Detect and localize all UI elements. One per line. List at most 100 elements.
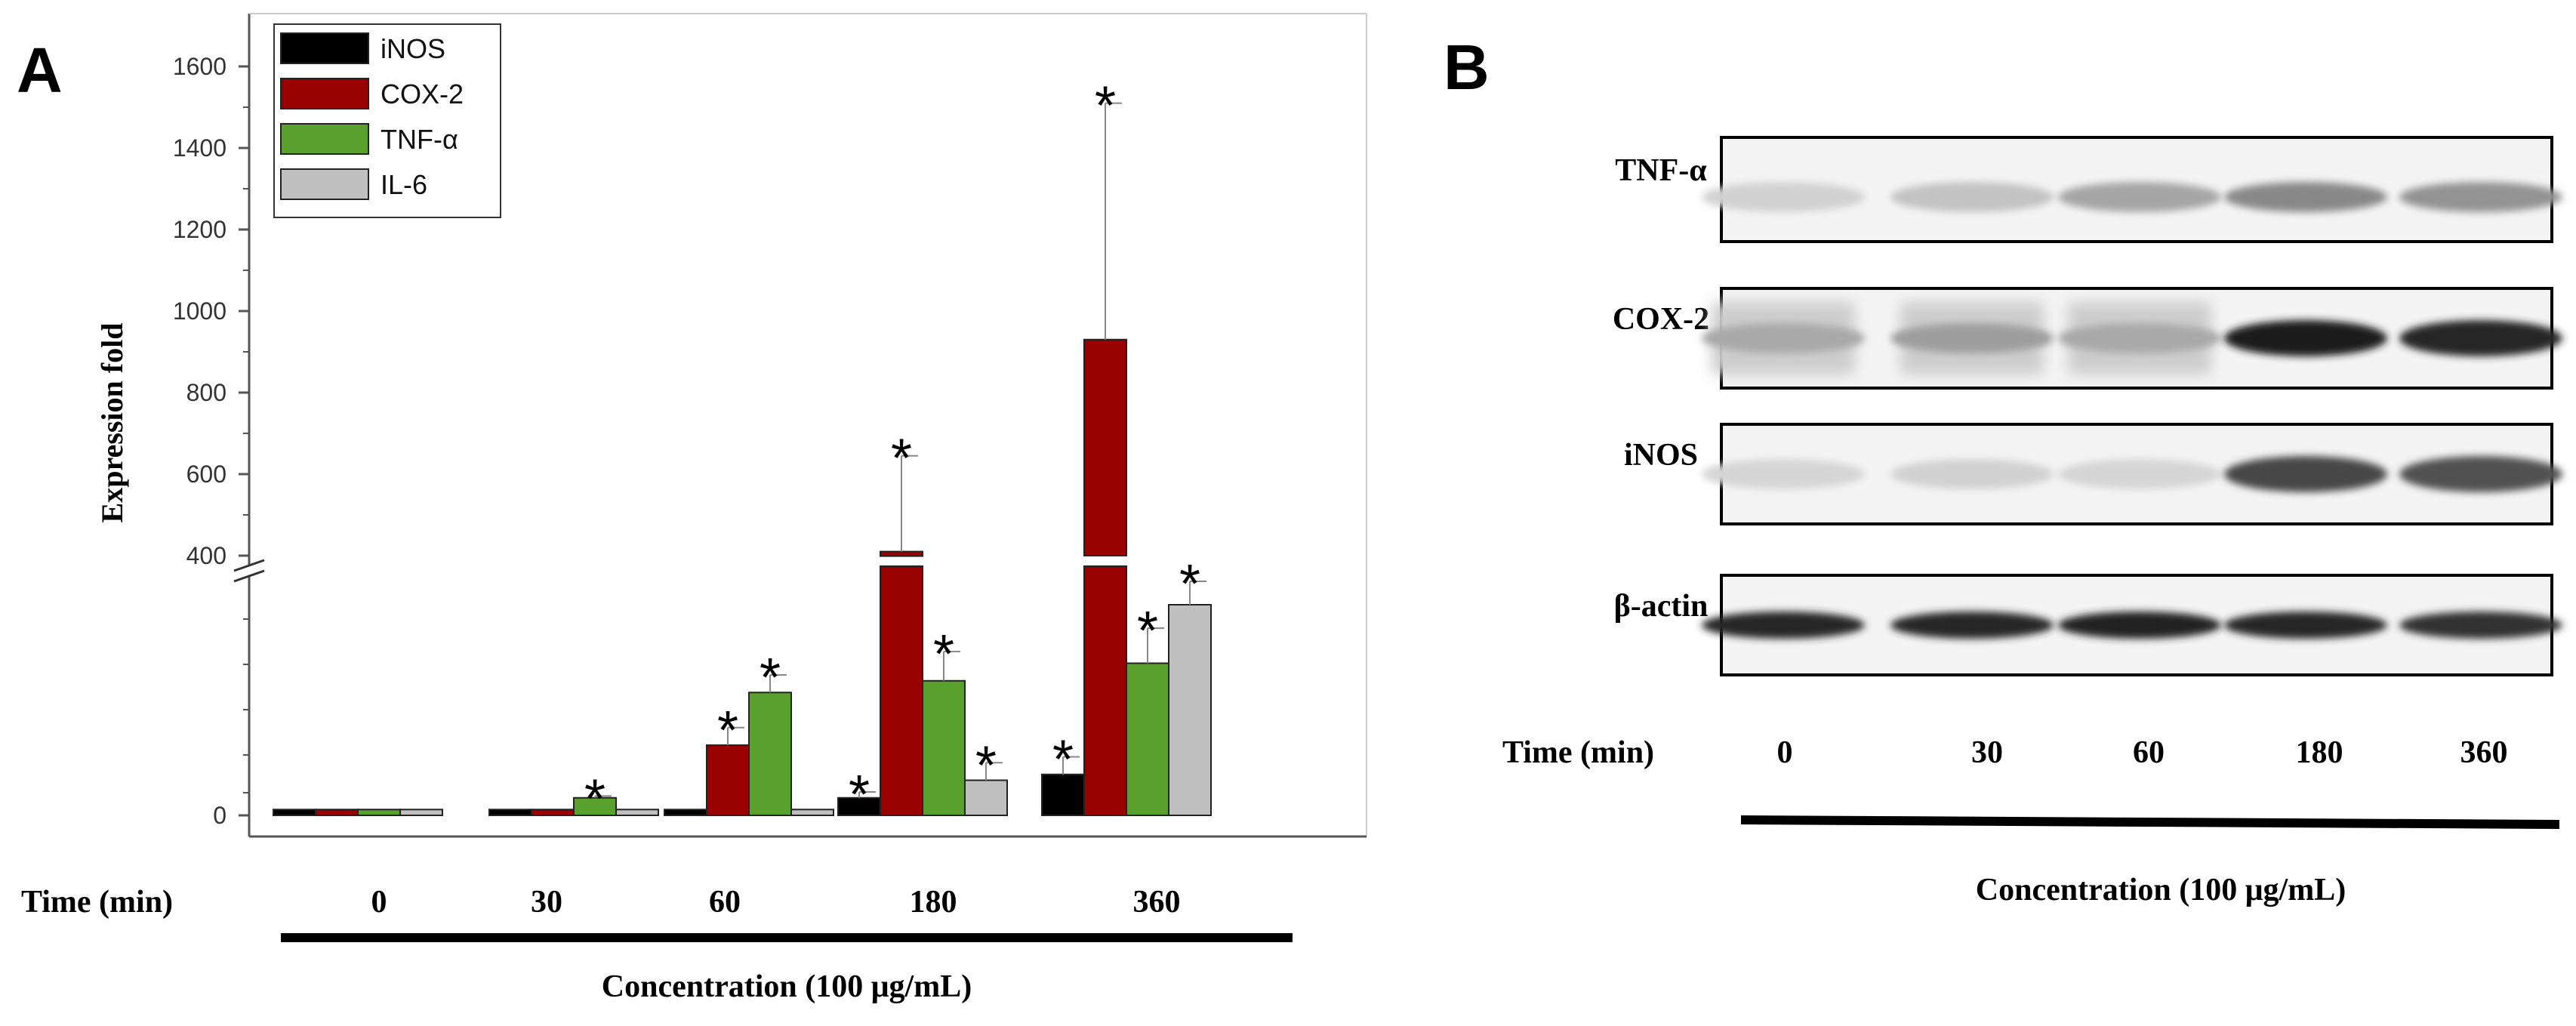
y-tick-label: 600: [186, 461, 226, 488]
bar-group: [790, 809, 834, 816]
blot-row: iNOS: [1624, 423, 2562, 525]
bar-group: *: [748, 648, 792, 816]
significance-star: *: [717, 701, 738, 761]
bar-group: [664, 809, 707, 816]
panel-b: B TNF-α COX-2 iNOS β-actin Time (min) 0 30 60…: [1444, 32, 2562, 907]
blot-band: [2399, 456, 2562, 492]
blot-band: [2399, 182, 2562, 212]
concentration-label-b: Concentration (100 μg/mL): [1976, 873, 2346, 907]
bar: [922, 679, 966, 816]
time-row-label-b: Time (min): [1502, 735, 1654, 770]
bar: [664, 809, 707, 816]
y-tick-label: 400: [186, 542, 226, 569]
bar-group: *: [1083, 76, 1127, 816]
significance-star: *: [849, 765, 870, 825]
bars: * * * * * * * * * * *: [273, 76, 1212, 829]
blot-band: [1702, 182, 1865, 212]
bar-group: *: [1168, 554, 1212, 816]
y-tick-label: 1600: [173, 53, 226, 80]
x-category-label: 180: [910, 885, 957, 920]
blot-lane-label: 30: [1971, 735, 2003, 770]
blot-band: [2058, 612, 2221, 639]
blot-band: [1890, 459, 2054, 489]
legend-label: iNOS: [381, 33, 445, 64]
legend-label: COX-2: [381, 79, 464, 109]
bar-group: [357, 809, 401, 816]
legend: iNOS COX-2 TNF-α IL-6: [273, 23, 501, 218]
significance-star: *: [1179, 554, 1200, 615]
significance-star: *: [1095, 76, 1116, 137]
blot-row-label: β-actin: [1614, 589, 1709, 624]
bar: [880, 550, 923, 557]
bar-group: *: [1126, 601, 1169, 816]
bar: [1083, 338, 1127, 556]
blot-band: [2058, 182, 2221, 212]
x-category-label: 60: [709, 885, 741, 920]
blot-row-label: iNOS: [1624, 438, 1698, 473]
blot-band: [2058, 323, 2221, 353]
bar-group: [488, 809, 532, 816]
blot-lane-label: 180: [2296, 735, 2343, 770]
legend-label: IL-6: [381, 169, 427, 200]
legend-swatch: [280, 123, 369, 155]
bar-group: *: [964, 735, 1008, 816]
bar-group: *: [1041, 730, 1085, 816]
bar-group: [399, 809, 443, 816]
blot-row: β-actin: [1614, 574, 2562, 676]
blot-lane-label: 360: [2460, 735, 2508, 770]
panel-a-label: A: [17, 35, 63, 106]
legend-swatch: [280, 168, 369, 200]
bar-group: [531, 809, 575, 816]
bar: [1083, 565, 1127, 816]
significance-star: *: [933, 624, 954, 685]
bar: [615, 809, 659, 816]
blot-band: [2224, 612, 2387, 639]
blot-row-label: TNF-α: [1615, 153, 1707, 188]
blot-band: [1890, 182, 2054, 212]
blot-band: [1702, 323, 1865, 353]
x-category-label: 360: [1133, 885, 1181, 920]
bar: [399, 809, 443, 816]
bar: [315, 809, 359, 816]
significance-star: *: [975, 735, 997, 796]
blot-band: [2058, 459, 2221, 489]
x-category-label: 30: [531, 885, 562, 920]
blot-band: [2399, 612, 2562, 639]
y-tick-label: 800: [186, 379, 226, 406]
bar: [1126, 662, 1169, 816]
axis-break: [233, 559, 265, 583]
bar-group: *: [880, 429, 923, 816]
blot-lane-labels: 0 30 60 180 360: [1777, 735, 2508, 770]
blot-band: [1890, 612, 2054, 639]
significance-star: *: [760, 648, 781, 708]
bar-group: *: [922, 624, 966, 816]
y-tick-label: 1000: [173, 297, 226, 325]
panel-a: A Expression fold 0400600800100012001400…: [17, 13, 1367, 1004]
blot-band: [1702, 612, 1865, 639]
y-tick-label: 0: [213, 802, 226, 829]
blot-band: [2224, 182, 2387, 212]
concentration-label-a: Concentration (100 μg/mL): [602, 969, 972, 1004]
blot-lane-label: 60: [2133, 735, 2165, 770]
bar-group: [615, 809, 659, 816]
blot-band: [2224, 456, 2387, 492]
bar-group: *: [706, 701, 750, 816]
legend-swatch: [280, 78, 369, 109]
western-blot: TNF-α COX-2 iNOS β-actin: [1613, 136, 2562, 676]
blot-row: COX-2: [1613, 287, 2562, 390]
legend-label: TNF-α: [381, 124, 458, 155]
bar: [273, 809, 316, 816]
bar-group: [315, 809, 359, 816]
bar-group: *: [573, 769, 617, 829]
bar-group: *: [837, 765, 881, 825]
bar: [880, 565, 923, 816]
bar: [964, 779, 1008, 816]
bar: [748, 692, 792, 816]
significance-star: *: [891, 429, 912, 489]
blot-lane-label: 0: [1777, 735, 1793, 770]
significance-star: *: [584, 769, 605, 829]
blot-band: [2224, 320, 2387, 356]
legend-swatch: [280, 32, 369, 64]
bar: [531, 809, 575, 816]
